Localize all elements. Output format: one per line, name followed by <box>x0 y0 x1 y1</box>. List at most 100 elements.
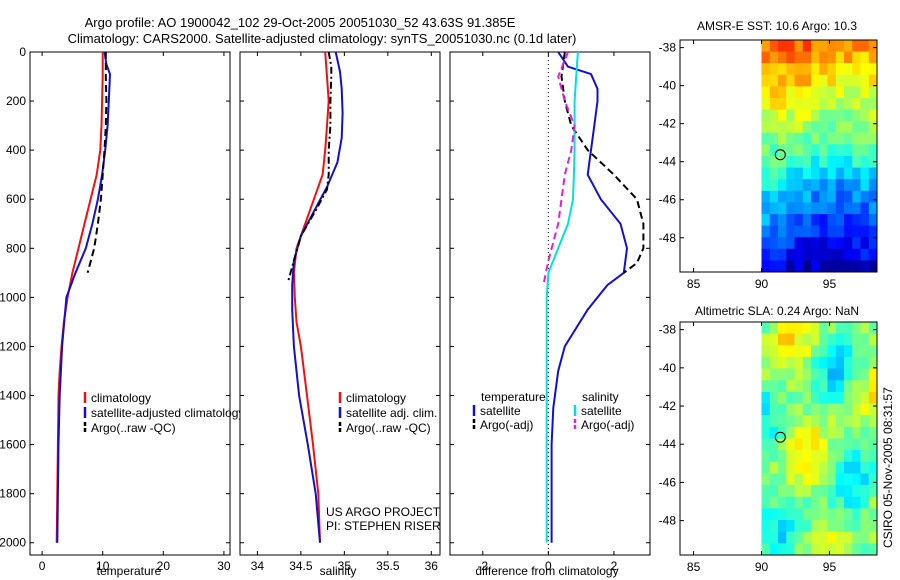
difference-x-ticks: -2 0 2 <box>477 52 618 573</box>
heatmap-cell <box>868 345 877 358</box>
series-line-climatology <box>55 52 104 543</box>
difference-panel: -2 0 2 difference from climatology tempera… <box>449 51 651 578</box>
heatmap-cell <box>761 40 771 53</box>
heatmap-cell <box>778 333 787 346</box>
heatmap-cell <box>860 225 870 238</box>
heatmap-cell <box>761 322 771 335</box>
heatmap-cell <box>852 51 862 64</box>
series-line-temperature-satellite <box>550 52 629 543</box>
heatmap-cell <box>778 508 787 521</box>
heatmap-cell <box>819 322 829 335</box>
heatmap-cell <box>860 450 870 463</box>
heatmap-cell <box>802 190 812 203</box>
heatmap-cell <box>827 74 837 87</box>
heatmap-cell <box>827 237 837 250</box>
heatmap-cell <box>827 543 837 555</box>
heatmap-cell <box>868 98 877 111</box>
sst-map-axes <box>679 39 878 273</box>
heatmap-cell <box>844 144 853 157</box>
heatmap-cell <box>769 260 779 272</box>
heatmap-cell <box>811 426 820 440</box>
heatmap-cell <box>868 63 877 76</box>
heatmap-cell <box>761 415 771 428</box>
heatmap-cell <box>819 333 829 346</box>
heatmap-cell <box>794 86 804 99</box>
heatmap-cell <box>844 86 853 99</box>
heatmap-cell <box>844 438 853 451</box>
heatmap-cell <box>819 156 829 169</box>
heatmap-cell <box>802 356 812 370</box>
heatmap-cell <box>778 368 787 381</box>
heatmap-cell <box>802 345 812 358</box>
heatmap-cell <box>761 179 771 192</box>
heatmap-cell <box>819 86 829 99</box>
heatmap-cell <box>761 345 771 358</box>
heatmap-cell <box>811 237 820 250</box>
heatmap-cell <box>794 156 804 169</box>
salinity-xlabel: salinity <box>320 564 357 578</box>
heatmap-cell <box>794 248 804 261</box>
heatmap-cell <box>794 132 804 145</box>
heatmap-cell <box>769 368 779 381</box>
heatmap-cell <box>802 132 812 145</box>
heatmap-cell <box>761 438 771 451</box>
heatmap-cell <box>835 86 845 99</box>
heatmap-cell <box>860 508 870 521</box>
y-tick-label: 1400 <box>0 389 26 403</box>
heatmap-cell <box>786 214 796 227</box>
heatmap-cell <box>794 260 804 272</box>
heatmap-cell <box>802 156 812 169</box>
heatmap-cell <box>786 485 796 498</box>
legend-label: Argo(-adj) <box>581 418 634 432</box>
heatmap-cell <box>761 450 771 463</box>
heatmap-cell <box>819 109 829 122</box>
heatmap-cell <box>778 98 787 111</box>
heatmap-cell <box>860 51 870 64</box>
heatmap-cell <box>852 368 862 381</box>
heatmap-cell <box>835 109 845 122</box>
heatmap-cell <box>827 403 837 416</box>
heatmap-cell <box>786 461 796 475</box>
heatmap-cell <box>835 426 845 440</box>
heatmap-cell <box>786 63 796 76</box>
x-tick-label: 30 <box>217 559 231 573</box>
heatmap-cell <box>802 225 812 238</box>
heatmap-cell <box>844 508 853 521</box>
heatmap-cell <box>868 450 877 463</box>
heatmap-cell <box>819 179 829 192</box>
heatmap-cell <box>761 333 771 346</box>
heatmap-cell <box>778 40 787 53</box>
series-line-salinity-argo-adj <box>542 52 576 286</box>
salinity-lines <box>286 52 344 543</box>
legend-label: climatology <box>346 391 406 405</box>
heatmap-cell <box>852 248 862 261</box>
heatmap-cell <box>860 74 870 87</box>
map-x-tick-label: 90 <box>755 560 769 574</box>
heatmap-cell <box>769 403 779 416</box>
heatmap-cell <box>761 248 771 261</box>
heatmap-cell <box>778 496 787 510</box>
heatmap-cell <box>802 167 812 180</box>
heatmap-cell <box>835 520 845 533</box>
heatmap-cell <box>819 51 829 64</box>
heatmap-cell <box>802 63 812 76</box>
map-y-tick-label: -44 <box>659 437 677 451</box>
heatmap-cell <box>786 86 796 99</box>
heatmap-cell <box>794 202 804 215</box>
map-x-tick-label: 90 <box>755 277 769 291</box>
heatmap-cell <box>794 403 804 416</box>
heatmap-cell <box>786 531 796 544</box>
x-tick-label: 10 <box>96 559 110 573</box>
salinity-y-ticks <box>240 51 440 544</box>
heatmap-cell <box>786 508 796 521</box>
heatmap-cell <box>786 543 796 555</box>
heatmap-cell <box>819 144 829 157</box>
heatmap-cell <box>778 190 787 203</box>
heatmap-cell <box>868 248 877 261</box>
heatmap-cell <box>786 51 796 64</box>
heatmap-cell <box>802 144 812 157</box>
heatmap-cell <box>868 391 877 405</box>
heatmap-cell <box>860 144 870 157</box>
heatmap-cell <box>794 438 804 451</box>
